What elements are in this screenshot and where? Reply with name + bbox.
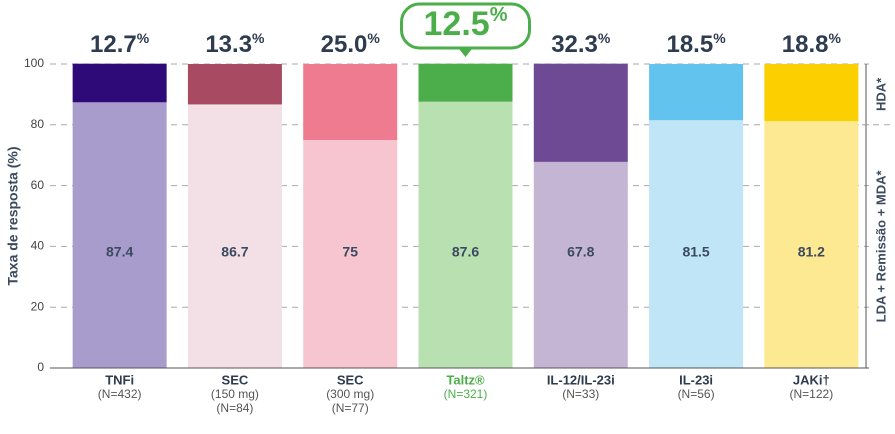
top-value-unit: % xyxy=(828,30,841,46)
x-tick-label: Taltz® xyxy=(446,372,485,387)
bar-segment xyxy=(418,63,513,102)
x-tick-label: (N=432) xyxy=(98,387,142,401)
x-tick-label: (N=77) xyxy=(332,401,369,415)
top-value-number: 25.0 xyxy=(321,31,368,58)
x-tick-label: SEC xyxy=(222,372,249,387)
top-value-unit: % xyxy=(137,30,150,46)
x-tick-label: (300 mg) xyxy=(326,387,374,401)
bar-segment xyxy=(303,140,398,368)
bar-segment xyxy=(533,161,628,368)
y-tick-label: 0 xyxy=(37,360,44,374)
bar-segment xyxy=(649,64,744,121)
bar-value-label: 81.5 xyxy=(682,244,709,260)
x-tick-label: TNFi xyxy=(105,372,134,387)
top-value-unit: % xyxy=(713,30,726,46)
top-value-number: 32.3 xyxy=(551,31,598,58)
top-value-unit: % xyxy=(598,30,611,46)
top-value-label: 13.3% xyxy=(205,30,265,59)
x-tick-label: (N=321) xyxy=(444,387,488,401)
bar-segment xyxy=(764,64,859,122)
top-value-label: 12.7% xyxy=(90,30,150,59)
top-value-number: 18.8 xyxy=(782,31,829,58)
top-value-label: 18.5% xyxy=(666,30,726,59)
top-value-label: 25.0% xyxy=(321,30,381,59)
bar-value-label: 87.6 xyxy=(452,244,479,260)
x-tick-label: IL-23i xyxy=(679,372,713,387)
bar-value-label: 81.2 xyxy=(798,244,825,260)
top-value-label: 12.5% xyxy=(424,4,508,43)
x-tick-label: (150 mg) xyxy=(211,387,259,401)
y-tick-label: 20 xyxy=(31,299,45,313)
top-value-label: 32.3% xyxy=(551,30,611,59)
x-tick-label: JAKi† xyxy=(793,372,830,387)
top-value-number: 12.5 xyxy=(424,5,490,43)
top-value-number: 12.7 xyxy=(90,31,137,58)
bar-segment xyxy=(764,121,859,368)
x-tick-label: (N=56) xyxy=(678,387,715,401)
x-tick-label: SEC xyxy=(337,372,364,387)
top-value-number: 18.5 xyxy=(666,31,713,58)
y-tick-label: 60 xyxy=(31,178,45,192)
bar-segment xyxy=(187,64,282,105)
bar-segment xyxy=(533,63,628,162)
top-value-number: 13.3 xyxy=(205,31,252,58)
bar-segment xyxy=(72,102,167,368)
x-tick-label: IL-12/IL-23i xyxy=(547,372,615,387)
bar-value-label: 67.8 xyxy=(567,244,594,260)
y-axis-title: Taxa de resposta (%) xyxy=(5,146,21,285)
y-tick-label: 100 xyxy=(24,56,44,70)
series-label: LDA + Remissão + MDA* xyxy=(873,169,888,322)
y-tick-label: 40 xyxy=(31,239,45,253)
bar-value-label: 75 xyxy=(342,244,358,260)
top-value-unit: % xyxy=(490,4,508,26)
bar-segment xyxy=(418,101,513,369)
bar-segment xyxy=(187,104,282,368)
bar-value-label: 87.4 xyxy=(106,244,133,260)
x-tick-label: (N=33) xyxy=(562,387,599,401)
x-tick-label: (N=122) xyxy=(790,387,834,401)
top-value-unit: % xyxy=(367,30,380,46)
bar-segment xyxy=(72,63,167,103)
x-tick-label: (N=84) xyxy=(216,401,253,415)
bar-segment xyxy=(649,120,744,369)
y-tick-label: 80 xyxy=(31,117,45,131)
top-value-unit: % xyxy=(252,30,265,46)
top-value-label: 18.8% xyxy=(782,30,842,59)
bar-segment xyxy=(303,64,398,140)
highlight-pointer xyxy=(457,47,474,57)
series-label: HDA* xyxy=(873,77,888,111)
bar-value-label: 86.7 xyxy=(221,244,248,260)
